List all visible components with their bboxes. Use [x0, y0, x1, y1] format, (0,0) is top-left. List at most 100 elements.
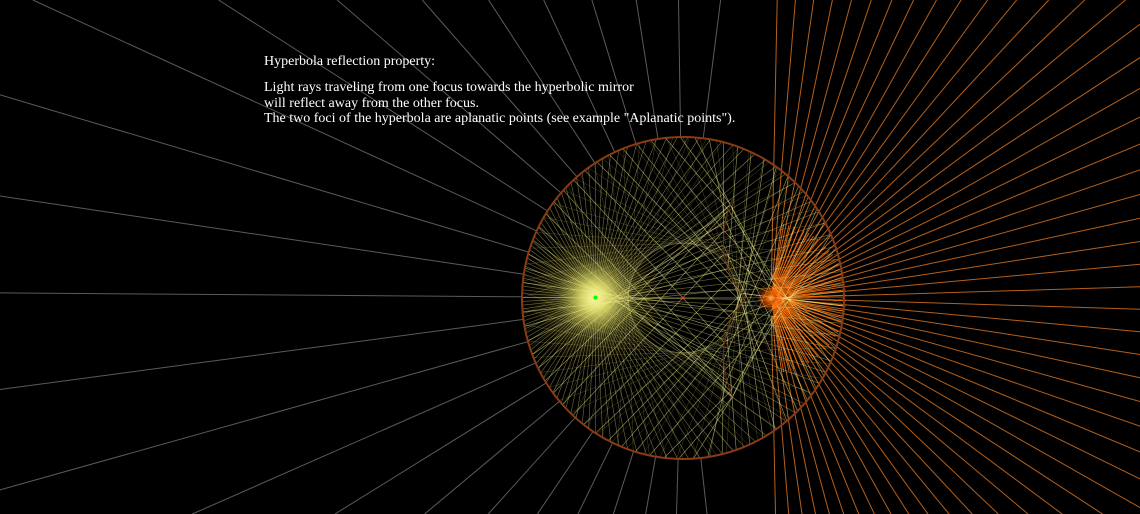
chord-ray [533, 347, 837, 358]
chord-ray [538, 226, 749, 446]
orange-spoke [775, 301, 830, 346]
focus-ray [522, 297, 596, 314]
focus-ray [595, 297, 611, 442]
chord-ray [633, 144, 820, 385]
chord-ray [593, 163, 667, 459]
gray-ray [543, 0, 616, 153]
focus-ray [595, 297, 712, 457]
chord-ray [588, 167, 840, 339]
incident-ray [693, 396, 733, 459]
chord-ray [575, 178, 843, 322]
chord-ray [548, 314, 844, 388]
chord-ray [602, 158, 835, 355]
chord-ray [525, 171, 784, 332]
focus-ray [561, 192, 596, 298]
focus-ray [576, 177, 596, 298]
orange-ray [788, 241, 1140, 296]
focus-ray [556, 297, 596, 399]
focus-ray [595, 159, 766, 298]
focus-point-icon[interactable] [593, 295, 598, 300]
incident-ray [663, 391, 731, 459]
orange-ray [788, 300, 1140, 355]
chord-ray [529, 238, 833, 249]
focus-ray [565, 297, 596, 409]
focus-ray [526, 257, 596, 298]
orange-ray [785, 308, 1063, 514]
chord-ray [676, 178, 791, 459]
chord-ray [546, 211, 733, 452]
incident-ray [650, 139, 725, 232]
incident-ray [573, 179, 725, 343]
incident-ray [726, 330, 737, 450]
caption-body: Light rays traveling from one focus towa… [264, 80, 735, 127]
focus-ray [595, 150, 620, 298]
orange-ray [788, 263, 1140, 297]
orange-spoke [776, 268, 841, 297]
chord-ray [582, 264, 841, 425]
orange-ray [780, 0, 962, 284]
focus-ray [521, 297, 596, 302]
hyperbolic-mirror[interactable] [722, 199, 746, 397]
caption-line-1: Light rays traveling from one focus towa… [264, 80, 634, 95]
gray-ray [577, 442, 614, 514]
chord-ray [526, 257, 778, 429]
focus-ray [560, 297, 596, 404]
chord-ray [580, 173, 684, 460]
incident-ray [563, 190, 725, 371]
focus-ray [588, 297, 596, 429]
gray-ray [0, 341, 529, 491]
orange-ray [779, 313, 892, 514]
focus-ray [533, 297, 596, 360]
focus-ray [595, 139, 657, 298]
orange-ray [781, 0, 989, 284]
orange-spoke [775, 254, 833, 296]
chord-ray [522, 307, 814, 393]
source-circle-outline[interactable] [521, 136, 845, 460]
orange-spoke [775, 246, 827, 295]
focus-ray [595, 136, 689, 298]
chord-ray [552, 203, 844, 289]
focus-ray [530, 297, 596, 351]
orange-spoke [773, 233, 810, 294]
chord-ray [709, 158, 764, 457]
focus-ray [523, 273, 596, 298]
incident-ray [521, 296, 745, 300]
gray-ray [336, 0, 562, 194]
gray-ray [536, 431, 594, 514]
chord-ray [556, 197, 717, 456]
focus-ray [595, 297, 836, 349]
incident-ray [572, 253, 725, 416]
focus-ray [522, 297, 596, 306]
focus-ray [595, 146, 628, 298]
orange-spoke [775, 301, 827, 350]
focus-ray [540, 222, 596, 298]
focus-ray [543, 217, 596, 298]
incident-ray [524, 267, 727, 332]
focus-ray [581, 297, 596, 424]
chord-ray [726, 150, 749, 454]
chord-ray [531, 241, 764, 438]
orange-ray [787, 303, 1140, 427]
chord-ray [692, 167, 778, 459]
orange-ray [773, 315, 803, 514]
incident-ray [562, 230, 725, 405]
orange-ray [778, 313, 875, 514]
focus-ray [595, 271, 842, 298]
focus-ray [595, 234, 831, 298]
incident-ray [595, 293, 743, 434]
focus-ray [546, 212, 596, 298]
incident-ray [545, 213, 733, 398]
focus-ray [595, 143, 637, 298]
gray-ray [645, 456, 657, 514]
orange-spoke [772, 303, 800, 368]
incident-ray [727, 146, 738, 269]
orange-ray [772, 0, 796, 281]
gray-ray [702, 0, 722, 139]
incident-ray [524, 268, 728, 327]
chord-ray [543, 217, 842, 272]
focus-ray [537, 297, 596, 369]
incident-ray [730, 234, 832, 392]
orange-spoke [771, 224, 785, 293]
incident-ray [724, 247, 837, 371]
